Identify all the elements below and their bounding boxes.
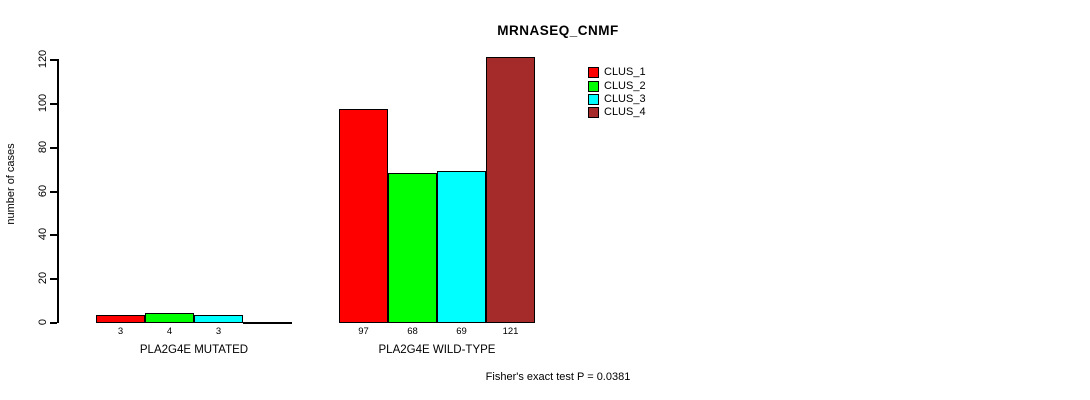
y-axis-tick <box>50 234 57 236</box>
bar-value-label: 68 <box>407 326 418 337</box>
legend-swatch <box>588 107 599 119</box>
bar-value-label: 3 <box>117 326 124 337</box>
legend-item: CLUS_3 <box>588 93 646 106</box>
y-axis-tick-label: 40 <box>37 227 49 241</box>
y-axis-line <box>57 59 59 323</box>
y-axis-tick <box>50 191 57 193</box>
legend-label: CLUS_3 <box>604 92 646 105</box>
bar-clus_2 <box>145 313 194 323</box>
y-axis-tick <box>50 322 57 324</box>
chart-title: MRNASEQ_CNMF <box>497 23 619 38</box>
y-axis-tick-label: 100 <box>37 93 49 113</box>
bar-value-label: 97 <box>358 326 369 337</box>
legend-label: CLUS_4 <box>604 106 646 119</box>
bar-value-label: 69 <box>456 326 467 337</box>
bar-value-label: 121 <box>502 326 519 337</box>
legend-label: CLUS_1 <box>604 66 646 79</box>
x-group-label: PLA2G4E MUTATED <box>139 344 249 356</box>
y-axis-tick <box>50 147 57 149</box>
y-axis-tick-label: 120 <box>37 49 49 69</box>
bar-clus_3 <box>437 171 486 323</box>
y-axis-tick-label: 80 <box>37 140 49 154</box>
bar-clus_4 <box>486 57 535 323</box>
x-group-label: PLA2G4E WILD-TYPE <box>378 344 496 356</box>
legend-swatch <box>588 93 599 105</box>
bar-clus_4 <box>243 322 292 324</box>
y-axis-tick <box>50 59 57 61</box>
bar-value-label: 3 <box>215 326 222 337</box>
bar-clus_1 <box>96 315 145 323</box>
legend-item: CLUS_1 <box>588 66 646 79</box>
legend-swatch <box>588 67 599 79</box>
fisher-test-annotation: Fisher's exact test P = 0.0381 <box>485 371 631 383</box>
legend-item: CLUS_2 <box>588 79 646 92</box>
legend-item: CLUS_4 <box>588 106 646 119</box>
legend-swatch <box>588 80 599 92</box>
legend-label: CLUS_2 <box>604 79 646 92</box>
legend: CLUS_1 CLUS_2 CLUS_3 CLUS_4 <box>588 66 646 120</box>
y-axis-tick <box>50 278 57 280</box>
bar-clus_2 <box>388 173 437 323</box>
y-axis-tick-label: 60 <box>37 184 49 198</box>
bar-value-label: 4 <box>166 326 173 337</box>
y-axis-tick-label: 20 <box>37 271 49 285</box>
bar-clus_3 <box>194 315 243 323</box>
y-axis-tick <box>50 103 57 105</box>
bar-clus_1 <box>339 109 388 323</box>
y-axis-tick-label: 0 <box>37 318 49 326</box>
